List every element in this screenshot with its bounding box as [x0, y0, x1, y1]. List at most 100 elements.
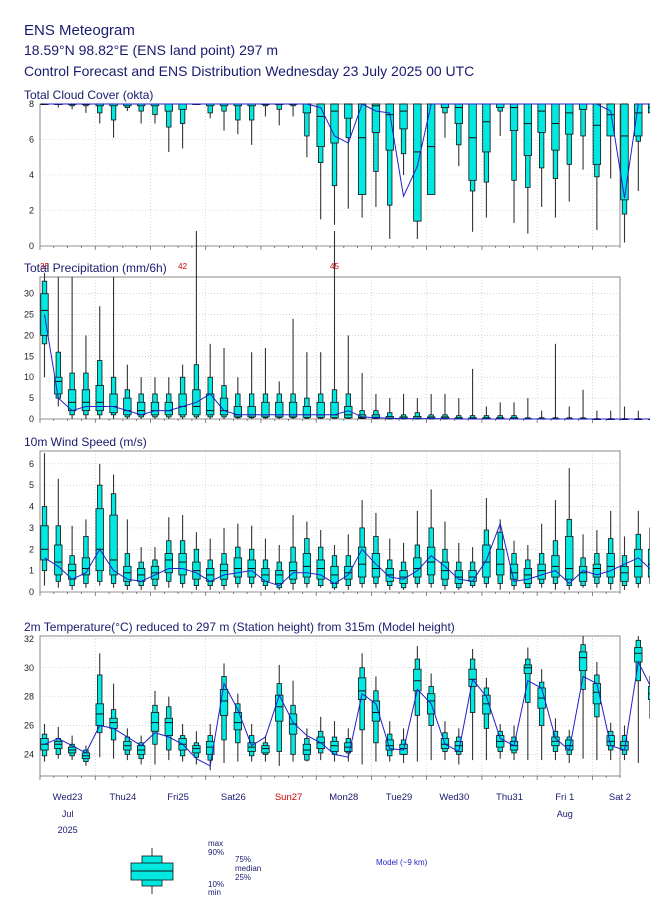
box-8 — [150, 377, 160, 419]
box-13 — [219, 348, 229, 419]
y-tick-label: 24 — [24, 749, 34, 759]
p25-p75-box — [109, 717, 118, 729]
box-43 — [634, 636, 643, 764]
box-41 — [606, 103, 615, 179]
box-40 — [592, 661, 602, 761]
p25-p75-box — [164, 717, 173, 736]
p25-p75-box — [316, 559, 325, 580]
p25-p75-box — [482, 103, 491, 153]
box-23 — [357, 373, 367, 419]
p25-p75-box — [468, 570, 477, 582]
box-4 — [95, 653, 104, 758]
box-36 — [537, 669, 546, 761]
box-33 — [496, 519, 505, 590]
p25-p75-box — [164, 103, 173, 112]
day-label: Wed30 — [439, 792, 469, 803]
box-25 — [385, 721, 394, 762]
box-7 — [137, 735, 146, 765]
p25-p75-box — [219, 563, 229, 580]
p25-p75-box — [413, 557, 422, 578]
y-tick-label: 8 — [29, 99, 34, 109]
p25-p75-box — [330, 740, 339, 752]
p25-p75-box — [330, 401, 339, 419]
day-label: Mon28 — [329, 792, 358, 803]
day-label: Tue29 — [386, 792, 413, 803]
box-2 — [67, 277, 77, 419]
box-36 — [537, 103, 546, 207]
box-34 — [509, 540, 519, 590]
box-4 — [95, 103, 104, 124]
legend-label-min: min — [208, 888, 221, 897]
month-label: Aug — [557, 809, 573, 819]
box-42 — [620, 406, 629, 421]
p25-p75-box — [302, 103, 312, 114]
p25-p75-box — [233, 712, 242, 731]
box-40 — [592, 410, 602, 421]
box-19 — [302, 728, 312, 762]
panel-title: 2m Temperature(°C) reduced to 297 m (Sta… — [24, 620, 455, 634]
p10-p90-box — [235, 103, 241, 121]
p25-p75-box — [40, 525, 49, 561]
p25-p75-box — [219, 689, 229, 716]
max-annotation: 42 — [178, 262, 187, 271]
p25-p75-box — [81, 389, 91, 412]
day-label: Sat 2 — [609, 792, 631, 803]
p25-p75-box — [606, 553, 615, 578]
p25-p75-box — [95, 703, 104, 726]
box-39 — [578, 534, 588, 588]
box-6 — [123, 728, 132, 761]
box-22 — [344, 103, 353, 209]
box-33 — [496, 103, 505, 136]
p10-p90-box — [387, 412, 393, 420]
box-3 — [81, 335, 91, 419]
y-tick-label: 4 — [29, 502, 34, 512]
day-label: Thu24 — [109, 792, 136, 803]
y-tick-label: 25 — [24, 310, 34, 320]
box-26 — [399, 393, 408, 420]
legend-label-p10: 10% — [208, 880, 224, 889]
p25-p75-box — [357, 546, 367, 578]
p25-p75-box — [385, 739, 394, 751]
y-tick-label: 0 — [29, 587, 34, 597]
model-line — [44, 660, 650, 767]
box-39 — [578, 389, 588, 420]
p25-p75-box — [164, 401, 173, 416]
box-27 — [413, 398, 422, 420]
p25-p75-box — [551, 103, 560, 151]
box-8 — [150, 690, 160, 765]
p25-p75-box — [357, 103, 367, 195]
y-tick-label: 6 — [29, 459, 34, 469]
box-27 — [413, 103, 422, 239]
p25-p75-box — [206, 740, 215, 755]
p25-p75-box — [371, 553, 381, 578]
p25-p75-box — [468, 668, 477, 687]
box-22 — [344, 534, 353, 590]
p25-p75-box — [247, 406, 256, 418]
model-line — [44, 521, 650, 587]
p25-p75-box — [233, 557, 242, 578]
box-28 — [427, 393, 436, 420]
p25-p75-box — [137, 401, 146, 416]
p25-p75-box — [40, 293, 49, 336]
p25-p75-box — [606, 103, 615, 137]
day-label: Wed23 — [53, 792, 83, 803]
day-label: Thu31 — [496, 792, 523, 803]
box-1 — [54, 726, 63, 759]
box-10 — [178, 515, 187, 588]
p25-p75-box — [537, 563, 546, 580]
p25-p75-box — [523, 568, 532, 584]
box-8 — [150, 103, 160, 124]
p10-p90-box — [248, 393, 255, 419]
y-tick-label: 5 — [29, 393, 34, 403]
p25-p75-box — [523, 664, 532, 674]
p25-p75-box — [371, 103, 381, 133]
box-32 — [482, 406, 491, 420]
box-28 — [427, 673, 436, 761]
box-35 — [523, 103, 532, 234]
day-label: Sat26 — [221, 792, 246, 803]
p25-p75-box — [54, 376, 63, 395]
box-11 — [192, 731, 201, 765]
box-12 — [206, 103, 215, 119]
box-20 — [316, 352, 325, 419]
p25-p75-box — [592, 103, 602, 165]
